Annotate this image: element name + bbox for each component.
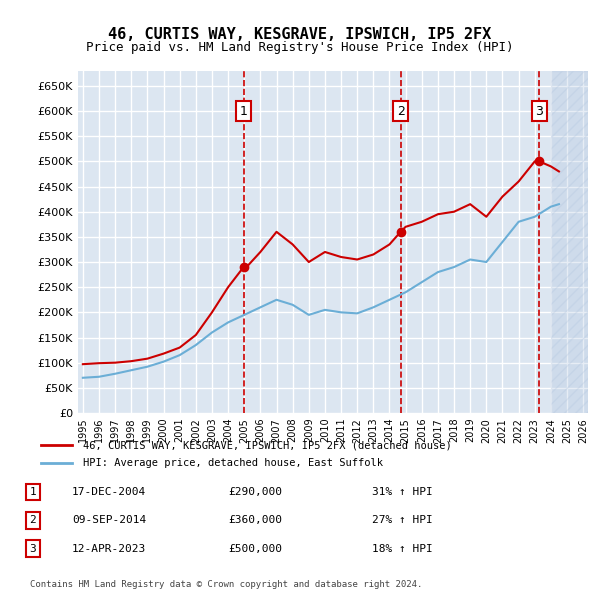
Text: 3: 3 xyxy=(29,544,37,553)
Text: £290,000: £290,000 xyxy=(228,487,282,497)
Text: Price paid vs. HM Land Registry's House Price Index (HPI): Price paid vs. HM Land Registry's House … xyxy=(86,41,514,54)
Text: 1: 1 xyxy=(239,104,248,117)
Text: 18% ↑ HPI: 18% ↑ HPI xyxy=(372,544,433,553)
Text: 17-DEC-2004: 17-DEC-2004 xyxy=(72,487,146,497)
Text: 09-SEP-2014: 09-SEP-2014 xyxy=(72,516,146,525)
Text: 12-APR-2023: 12-APR-2023 xyxy=(72,544,146,553)
Bar xyxy=(551,71,591,413)
Text: £360,000: £360,000 xyxy=(228,516,282,525)
Text: 46, CURTIS WAY, KESGRAVE, IPSWICH, IP5 2FX (detached house): 46, CURTIS WAY, KESGRAVE, IPSWICH, IP5 2… xyxy=(83,440,452,450)
Text: 27% ↑ HPI: 27% ↑ HPI xyxy=(372,516,433,525)
Text: £500,000: £500,000 xyxy=(228,544,282,553)
Text: 2: 2 xyxy=(29,516,37,525)
Text: 46, CURTIS WAY, KESGRAVE, IPSWICH, IP5 2FX: 46, CURTIS WAY, KESGRAVE, IPSWICH, IP5 2… xyxy=(109,27,491,41)
Text: 1: 1 xyxy=(29,487,37,497)
Text: 31% ↑ HPI: 31% ↑ HPI xyxy=(372,487,433,497)
Text: Contains HM Land Registry data © Crown copyright and database right 2024.: Contains HM Land Registry data © Crown c… xyxy=(30,580,422,589)
Text: 3: 3 xyxy=(535,104,543,117)
Text: 2: 2 xyxy=(397,104,404,117)
Text: HPI: Average price, detached house, East Suffolk: HPI: Average price, detached house, East… xyxy=(83,458,383,468)
